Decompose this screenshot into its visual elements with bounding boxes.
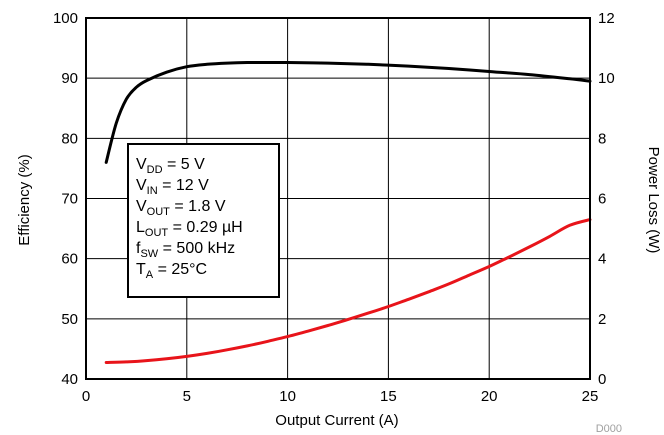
y-right-tick-labels: 0 2 4 6 8 10 12 — [598, 10, 615, 388]
y-axis-left-label: Efficiency (%) — [16, 154, 33, 245]
y-right-tick-label: 6 — [598, 191, 606, 208]
condition-subscript: IN — [147, 185, 158, 197]
y-right-tick-label: 0 — [598, 371, 606, 388]
condition-line: LOUT = 0.29 µH — [136, 219, 243, 239]
x-tick-labels: 0 5 10 15 20 25 — [82, 388, 599, 405]
y-right-tick-label: 4 — [598, 251, 606, 268]
x-tick-label: 15 — [380, 388, 397, 405]
condition-subscript: OUT — [145, 227, 169, 239]
plot-frame — [85, 17, 591, 380]
condition-line: VOUT = 1.8 V — [136, 198, 226, 218]
condition-subscript: A — [146, 269, 154, 281]
condition-line: VDD = 5 V — [136, 156, 205, 176]
y-left-tick-label: 100 — [53, 10, 78, 27]
y-right-tick-label: 2 — [598, 311, 606, 328]
power-loss-line — [104, 218, 592, 364]
x-tick-label: 10 — [279, 388, 296, 405]
y-right-tick-label: 12 — [598, 10, 615, 27]
condition-symbol: T — [136, 261, 146, 278]
condition-line: TA = 25°C — [136, 261, 207, 281]
condition-subscript: OUT — [147, 206, 171, 218]
series-group — [104, 60, 592, 364]
y-left-tick-label: 40 — [61, 371, 78, 388]
efficiency-line — [104, 60, 592, 164]
conditions-box-frame — [127, 143, 280, 298]
y-left-tick-label: 90 — [61, 70, 78, 87]
y-axis-right-label: Power Loss (W) — [645, 147, 662, 254]
x-tick-label: 20 — [481, 388, 498, 405]
condition-symbol: f — [136, 240, 141, 257]
x-tick-label: 25 — [582, 388, 599, 405]
y-right-tick-label: 8 — [598, 130, 606, 147]
x-tick-label: 5 — [183, 388, 191, 405]
condition-value: = 0.29 µH — [168, 219, 243, 236]
figure-code: D000 — [596, 423, 622, 435]
condition-line: VIN = 12 V — [136, 177, 209, 197]
condition-symbol: L — [136, 219, 145, 236]
y-left-tick-label: 50 — [61, 311, 78, 328]
x-tick-label: 0 — [82, 388, 90, 405]
condition-subscript: DD — [147, 164, 163, 176]
y-right-tick-label: 10 — [598, 70, 615, 87]
condition-subscript: SW — [140, 248, 158, 260]
condition-value: = 12 V — [158, 177, 209, 194]
y-left-tick-label: 80 — [61, 130, 78, 147]
condition-value: = 5 V — [163, 156, 206, 173]
condition-value: = 25°C — [153, 261, 207, 278]
x-axis-label: Output Current (A) — [275, 412, 398, 429]
condition-symbol: V — [136, 198, 147, 215]
condition-symbol: V — [136, 177, 147, 194]
condition-value: = 1.8 V — [170, 198, 226, 215]
y-left-tick-labels: 40 50 60 70 80 90 100 — [53, 10, 78, 388]
condition-value: = 500 kHz — [158, 240, 235, 257]
y-left-tick-label: 70 — [61, 191, 78, 208]
condition-line: fSW = 500 kHz — [136, 240, 235, 260]
y-left-tick-label: 60 — [61, 251, 78, 268]
condition-symbol: V — [136, 156, 147, 173]
